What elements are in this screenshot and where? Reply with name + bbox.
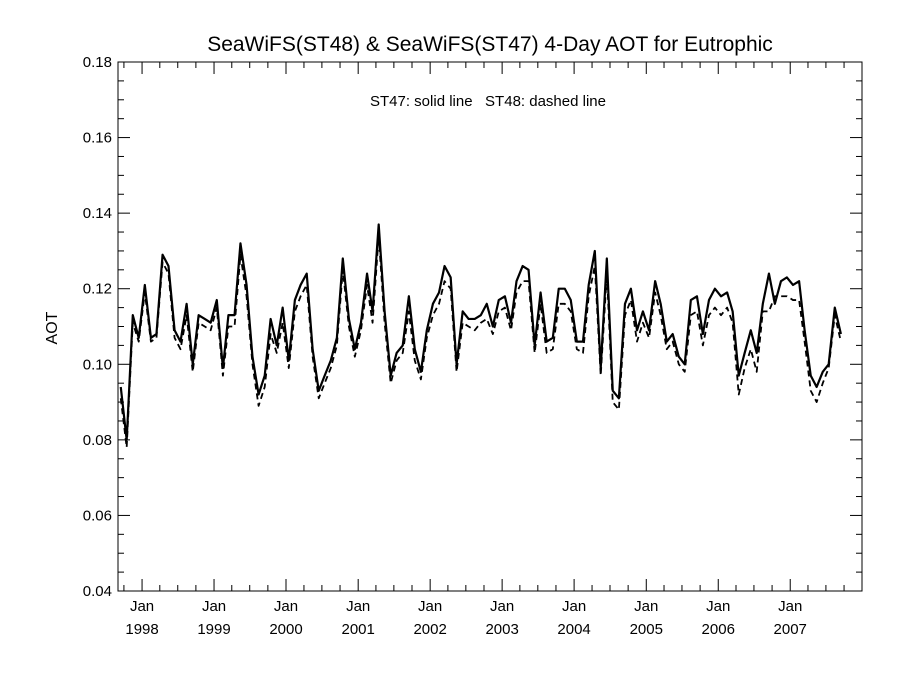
y-tick-label: 0.14 [83, 205, 112, 222]
x-tick-label-month: Jan [562, 598, 586, 615]
series-line-st48 [119, 234, 842, 449]
y-tick-label: 0.04 [83, 583, 112, 600]
y-tick-label: 0.06 [83, 507, 112, 524]
y-tick-label: 0.08 [83, 432, 112, 449]
x-tick-label-month: Jan [490, 598, 514, 615]
chart-title: SeaWiFS(ST48) & SeaWiFS(ST47) 4-Day AOT … [207, 33, 773, 56]
x-tick-label-year: 2000 [269, 621, 302, 638]
x-tick-label-month: Jan [346, 598, 370, 615]
x-axis-ticks: Jan 1998 Jan 1999 Jan 2000 Jan 2001 Jan 2002 Jan 20… [123, 62, 845, 638]
x-tick-label-year: 2001 [341, 621, 374, 638]
x-tick-label-year: 2007 [774, 621, 807, 638]
series-line-st47 [119, 223, 842, 441]
x-tick-label-month: Jan [202, 598, 226, 615]
x-tick-label-year: 2004 [557, 621, 590, 638]
x-tick-label-year: 1999 [197, 621, 230, 638]
y-tick-label: 0.16 [83, 130, 112, 147]
x-tick-label-month: Jan [274, 598, 298, 615]
x-tick-label-year: 1998 [125, 621, 158, 638]
x-tick-label-month: Jan [778, 598, 802, 615]
series-annotation: ST47: solid line ST48: dashed line [370, 93, 606, 110]
x-tick-label-year: 2005 [630, 621, 663, 638]
x-tick-label-month: Jan [706, 598, 730, 615]
y-axis-ticks: 0.04 0.06 0.08 0.10 0.12 0.14 0.16 0.18 [83, 54, 862, 600]
y-tick-label: 0.10 [83, 356, 112, 373]
x-tick-label-year: 2003 [485, 621, 518, 638]
x-tick-label-year: 2006 [702, 621, 735, 638]
y-tick-label: 0.18 [83, 54, 112, 71]
x-tick-label-month: Jan [130, 598, 154, 615]
y-tick-label: 0.12 [83, 281, 112, 298]
x-tick-label-month: Jan [418, 598, 442, 615]
x-tick-label-month: Jan [634, 598, 658, 615]
y-axis-label: AOT [44, 311, 61, 344]
x-tick-label-year: 2002 [413, 621, 446, 638]
